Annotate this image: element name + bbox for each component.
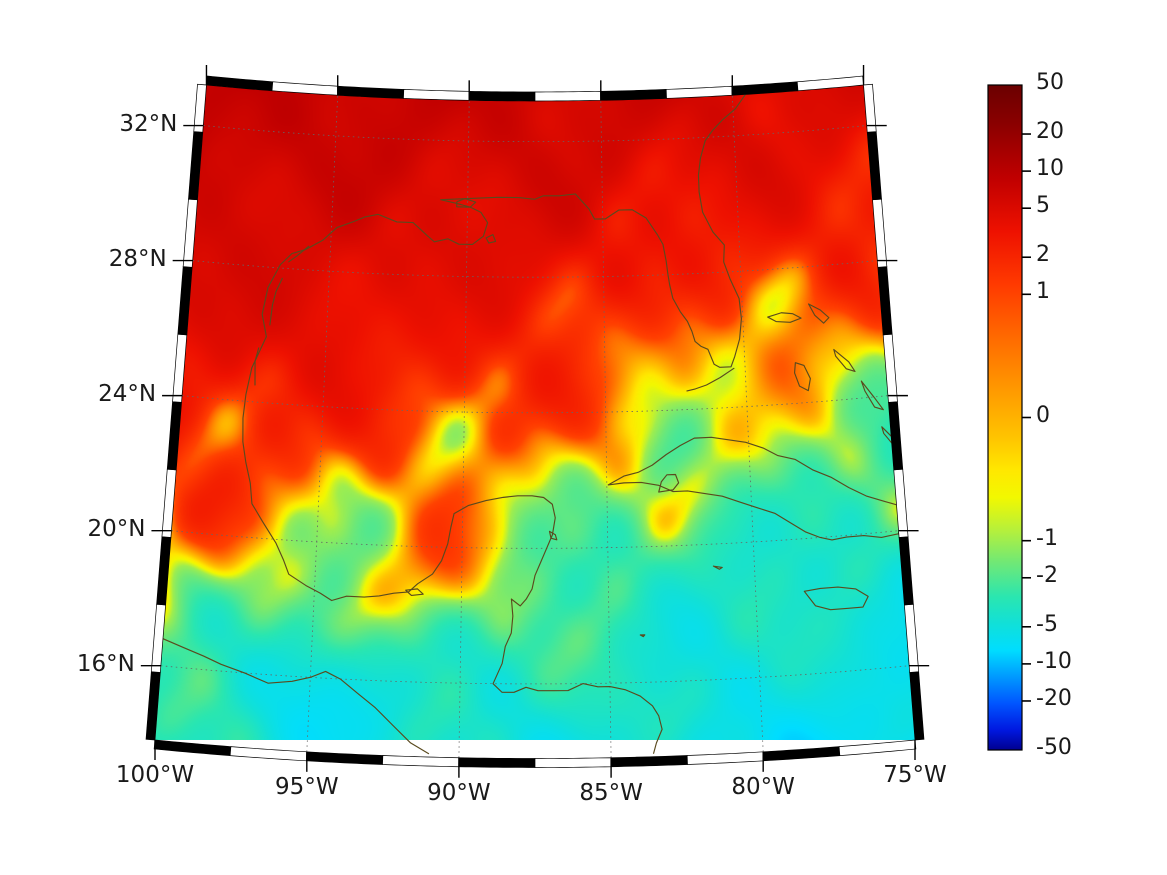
lat-tick-label: 16°N: [76, 650, 135, 677]
colorbar-gradient[interactable]: [987, 84, 1023, 751]
colorbar-tick-label: 1: [1036, 279, 1050, 305]
colorbar-tick-label: -2: [1036, 562, 1058, 588]
lat-tick-label: 20°N: [87, 515, 146, 542]
colorbar-tick-label: -50: [1036, 735, 1072, 760]
anomaly-field: [155, 85, 915, 740]
lon-tick-label: 85°W: [579, 779, 643, 806]
colorbar-tick-label: -20: [1036, 685, 1072, 711]
lon-tick-label: 95°W: [275, 773, 339, 800]
lat-tick-label: 32°N: [119, 110, 178, 137]
lat-tick-label: 28°N: [108, 245, 167, 272]
colorbar-tick-label: 2: [1036, 242, 1050, 268]
lat-tick-label: 24°N: [98, 380, 157, 407]
colorbar-tick-label: -10: [1036, 648, 1072, 674]
coastlines: [162, 93, 915, 755]
fancy-frame: [140, 65, 930, 778]
colorbar-tick-label: -1: [1036, 525, 1058, 551]
colorbar-tick-label: 0: [1036, 402, 1050, 428]
colorbar-tick-label: 20: [1036, 119, 1064, 145]
lon-tick-label: 90°W: [427, 779, 491, 806]
colorbar-tick-label: 10: [1036, 156, 1064, 182]
colorbar-tick-label: -5: [1036, 611, 1058, 637]
colorbar-tick-label: 5: [1036, 193, 1050, 219]
lon-tick-label: 75°W: [883, 762, 947, 788]
colorbar-tick-label: 50: [1036, 70, 1064, 95]
lon-tick-label: 80°W: [731, 773, 795, 800]
lon-tick-label: 100°W: [115, 762, 195, 788]
graticule: [160, 95, 910, 758]
